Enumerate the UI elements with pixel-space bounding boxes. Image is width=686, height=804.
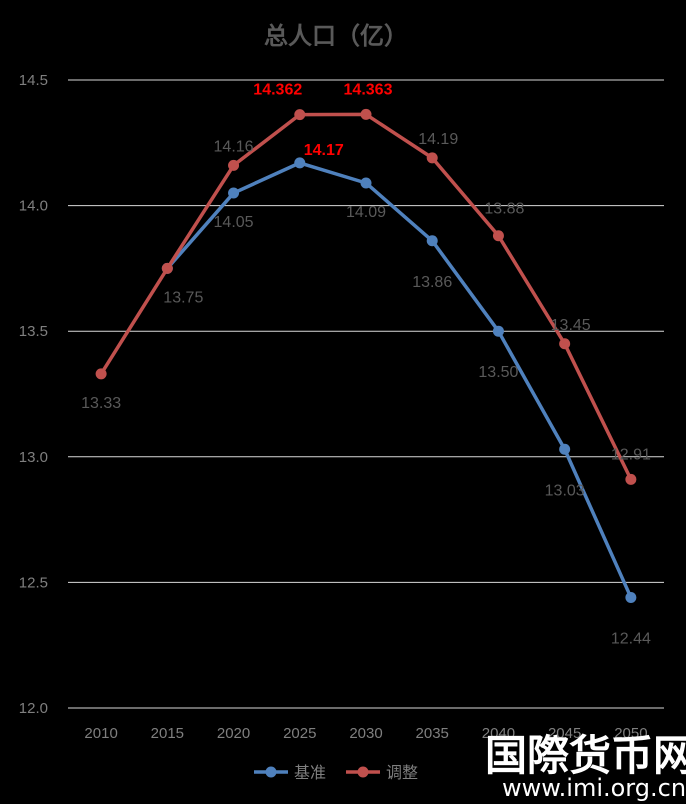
data-label: 13.33: [81, 395, 121, 412]
y-tick-label: 12.5: [19, 574, 48, 591]
data-label: 13.86: [412, 274, 452, 291]
x-tick-label: 2020: [217, 725, 250, 742]
data-label: 12.91: [611, 446, 651, 463]
data-point: [625, 473, 637, 485]
watermark-logo-text: 国際货币网: [485, 731, 686, 780]
series-line: [166, 161, 633, 599]
legend-label: 调整: [386, 763, 418, 782]
y-tick-label: 13.5: [19, 323, 48, 340]
x-tick-label: 2035: [416, 725, 449, 742]
data-point: [492, 325, 504, 337]
legend-label: 基准: [294, 763, 326, 782]
chart-title: 总人口（亿）: [264, 22, 408, 50]
legend-marker: [357, 766, 369, 778]
data-point: [559, 443, 571, 455]
x-tick-label: 2045: [548, 725, 581, 742]
x-tick-label: 2030: [349, 725, 382, 742]
data-point: [228, 187, 240, 199]
data-label: 14.05: [214, 214, 254, 231]
data-label: 13.45: [551, 317, 591, 334]
data-label: 14.19: [418, 131, 458, 148]
y-tick-label: 12.0: [19, 700, 48, 717]
x-tick-label: 2015: [151, 725, 184, 742]
data-point: [625, 591, 637, 603]
data-label: 13.50: [478, 364, 518, 381]
data-label: 14.362: [253, 82, 302, 99]
data-label: 14.17: [304, 142, 344, 159]
data-label: 13.03: [545, 482, 585, 499]
y-tick-label: 13.0: [19, 449, 48, 466]
x-tick-label: 2025: [283, 725, 316, 742]
y-tick-label: 14.0: [19, 198, 48, 215]
data-label: 14.363: [344, 81, 393, 98]
data-point: [228, 159, 240, 171]
x-tick-label: 2050: [614, 725, 647, 742]
data-point: [294, 109, 306, 121]
data-point: [294, 157, 306, 169]
y-tick-label: 14.5: [19, 72, 48, 89]
data-label: 13.88: [484, 201, 524, 218]
x-tick-label: 2040: [482, 725, 515, 742]
data-point: [360, 177, 372, 189]
data-point: [161, 262, 173, 274]
data-label: 14.16: [214, 138, 254, 155]
data-point: [360, 108, 372, 120]
data-label: 12.44: [611, 630, 651, 647]
legend-marker: [265, 766, 277, 778]
data-label: 14.09: [346, 204, 386, 221]
data-point: [492, 230, 504, 242]
data-label: 13.75: [163, 289, 203, 306]
data-point: [426, 152, 438, 164]
data-point: [559, 338, 571, 350]
data-point: [95, 368, 107, 380]
watermark-url: www.imi.org.cn: [502, 774, 686, 802]
data-point: [426, 235, 438, 247]
x-tick-label: 2010: [84, 725, 117, 742]
